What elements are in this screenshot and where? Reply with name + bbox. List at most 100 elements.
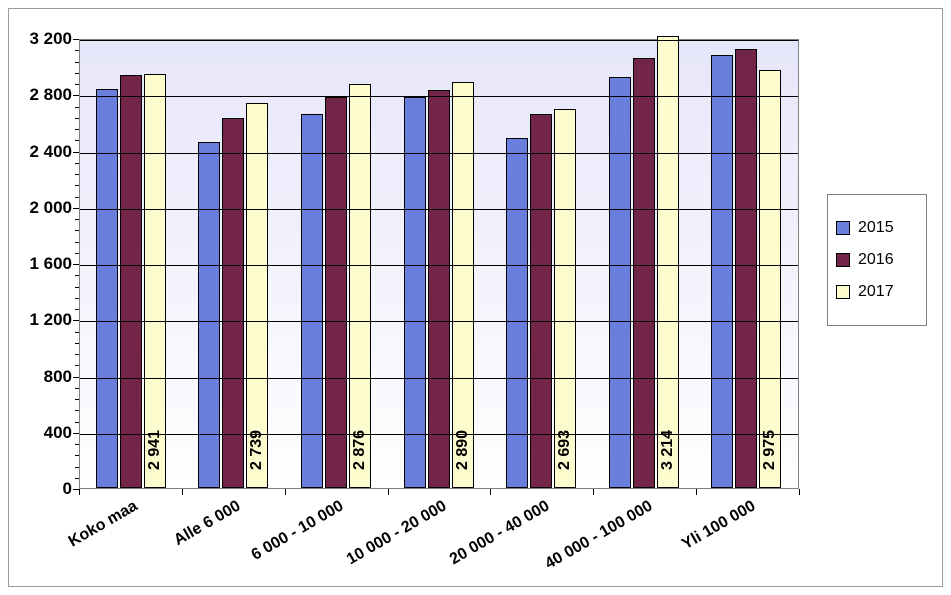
bar: 2 975: [759, 70, 781, 488]
bar: 2 876: [349, 84, 371, 488]
y-tick: [73, 377, 79, 378]
bar-group: 2 941: [80, 40, 183, 488]
bars: 2 941: [95, 40, 167, 488]
legend-swatch: [836, 221, 850, 235]
bar: 2 941: [144, 74, 166, 488]
bar-group: 3 214: [593, 40, 696, 488]
bar: [735, 49, 757, 488]
y-tick-minor: [75, 62, 79, 63]
y-tick-minor: [75, 118, 79, 119]
bar: [633, 58, 655, 488]
y-tick-minor: [75, 275, 79, 276]
y-tick-minor: [75, 84, 79, 85]
bar: [96, 89, 118, 488]
gridline: [80, 434, 798, 435]
y-tick-minor: [75, 298, 79, 299]
y-tick-minor: [75, 287, 79, 288]
bar: [530, 114, 552, 488]
bar: [301, 114, 323, 488]
bar: 3 214: [657, 36, 679, 488]
bar: 2 739: [246, 103, 268, 488]
bar: [404, 97, 426, 488]
bars: 2 739: [197, 40, 269, 488]
y-tick-minor: [75, 242, 79, 243]
y-tick: [73, 152, 79, 153]
y-axis-label: 1 600: [17, 254, 72, 274]
bar: 2 890: [452, 82, 474, 488]
legend-swatch: [836, 253, 850, 267]
x-tick: [490, 489, 491, 495]
y-tick-minor: [75, 140, 79, 141]
y-tick-minor: [75, 332, 79, 333]
gridline: [80, 378, 798, 379]
bar-group: 2 739: [183, 40, 286, 488]
y-tick-minor: [75, 455, 79, 456]
gridline: [80, 153, 798, 154]
x-tick: [79, 489, 80, 495]
y-tick-minor: [75, 388, 79, 389]
bars: 2 975: [710, 40, 782, 488]
y-tick-minor: [75, 185, 79, 186]
y-tick-minor: [75, 73, 79, 74]
x-tick: [388, 489, 389, 495]
y-tick-minor: [75, 354, 79, 355]
bars: 3 214: [608, 40, 680, 488]
bar-groups: 2 941 2 739 2 876 2 890 2 693 3 214 2 975: [80, 40, 798, 488]
bars: 2 890: [403, 40, 475, 488]
y-tick-minor: [75, 478, 79, 479]
y-axis-label: 2 800: [17, 85, 72, 105]
y-tick-minor: [75, 444, 79, 445]
y-tick-minor: [75, 365, 79, 366]
legend-item: 2016: [836, 251, 918, 269]
bar: [222, 118, 244, 488]
bar: [325, 97, 347, 488]
legend-label: 2016: [858, 251, 894, 269]
bar-group: 2 975: [695, 40, 798, 488]
y-tick: [73, 433, 79, 434]
x-tick: [285, 489, 286, 495]
y-axis-label: 800: [17, 367, 72, 387]
y-tick-minor: [75, 50, 79, 51]
y-tick-minor: [75, 253, 79, 254]
bar: [120, 75, 142, 488]
legend-item: 2017: [836, 283, 918, 301]
y-tick-minor: [75, 230, 79, 231]
bar-group: 2 890: [388, 40, 491, 488]
bar: [506, 138, 528, 488]
y-tick-minor: [75, 467, 79, 468]
y-tick-minor: [75, 174, 79, 175]
y-tick-minor: [75, 129, 79, 130]
chart-frame: 2 941 2 739 2 876 2 890 2 693 3 214 2 975 0 400…: [8, 8, 943, 587]
bar-value-label: 2 693: [556, 430, 574, 470]
y-tick-minor: [75, 410, 79, 411]
gridline: [80, 40, 798, 41]
x-tick: [696, 489, 697, 495]
legend-label: 2015: [858, 219, 894, 237]
y-tick-minor: [75, 309, 79, 310]
y-tick-minor: [75, 422, 79, 423]
y-axis-label: 400: [17, 423, 72, 443]
bar-value-label: 2 941: [146, 430, 164, 470]
y-tick: [73, 208, 79, 209]
y-tick: [73, 320, 79, 321]
y-axis-label: 3 200: [17, 29, 72, 49]
x-tick: [799, 489, 800, 495]
bar: [198, 142, 220, 488]
bar: 2 693: [554, 109, 576, 488]
bars: 2 876: [300, 40, 372, 488]
y-tick: [73, 264, 79, 265]
bar-value-label: 2 876: [351, 430, 369, 470]
y-tick-minor: [75, 343, 79, 344]
y-tick: [73, 39, 79, 40]
gridline: [80, 96, 798, 97]
bar-group: 2 876: [285, 40, 388, 488]
y-tick-minor: [75, 163, 79, 164]
y-axis-label: 0: [17, 479, 72, 499]
y-axis-label: 2 000: [17, 198, 72, 218]
legend-label: 2017: [858, 283, 894, 301]
x-tick: [182, 489, 183, 495]
gridline: [80, 321, 798, 322]
y-tick-minor: [75, 107, 79, 108]
bar: [428, 90, 450, 488]
y-tick-minor: [75, 219, 79, 220]
